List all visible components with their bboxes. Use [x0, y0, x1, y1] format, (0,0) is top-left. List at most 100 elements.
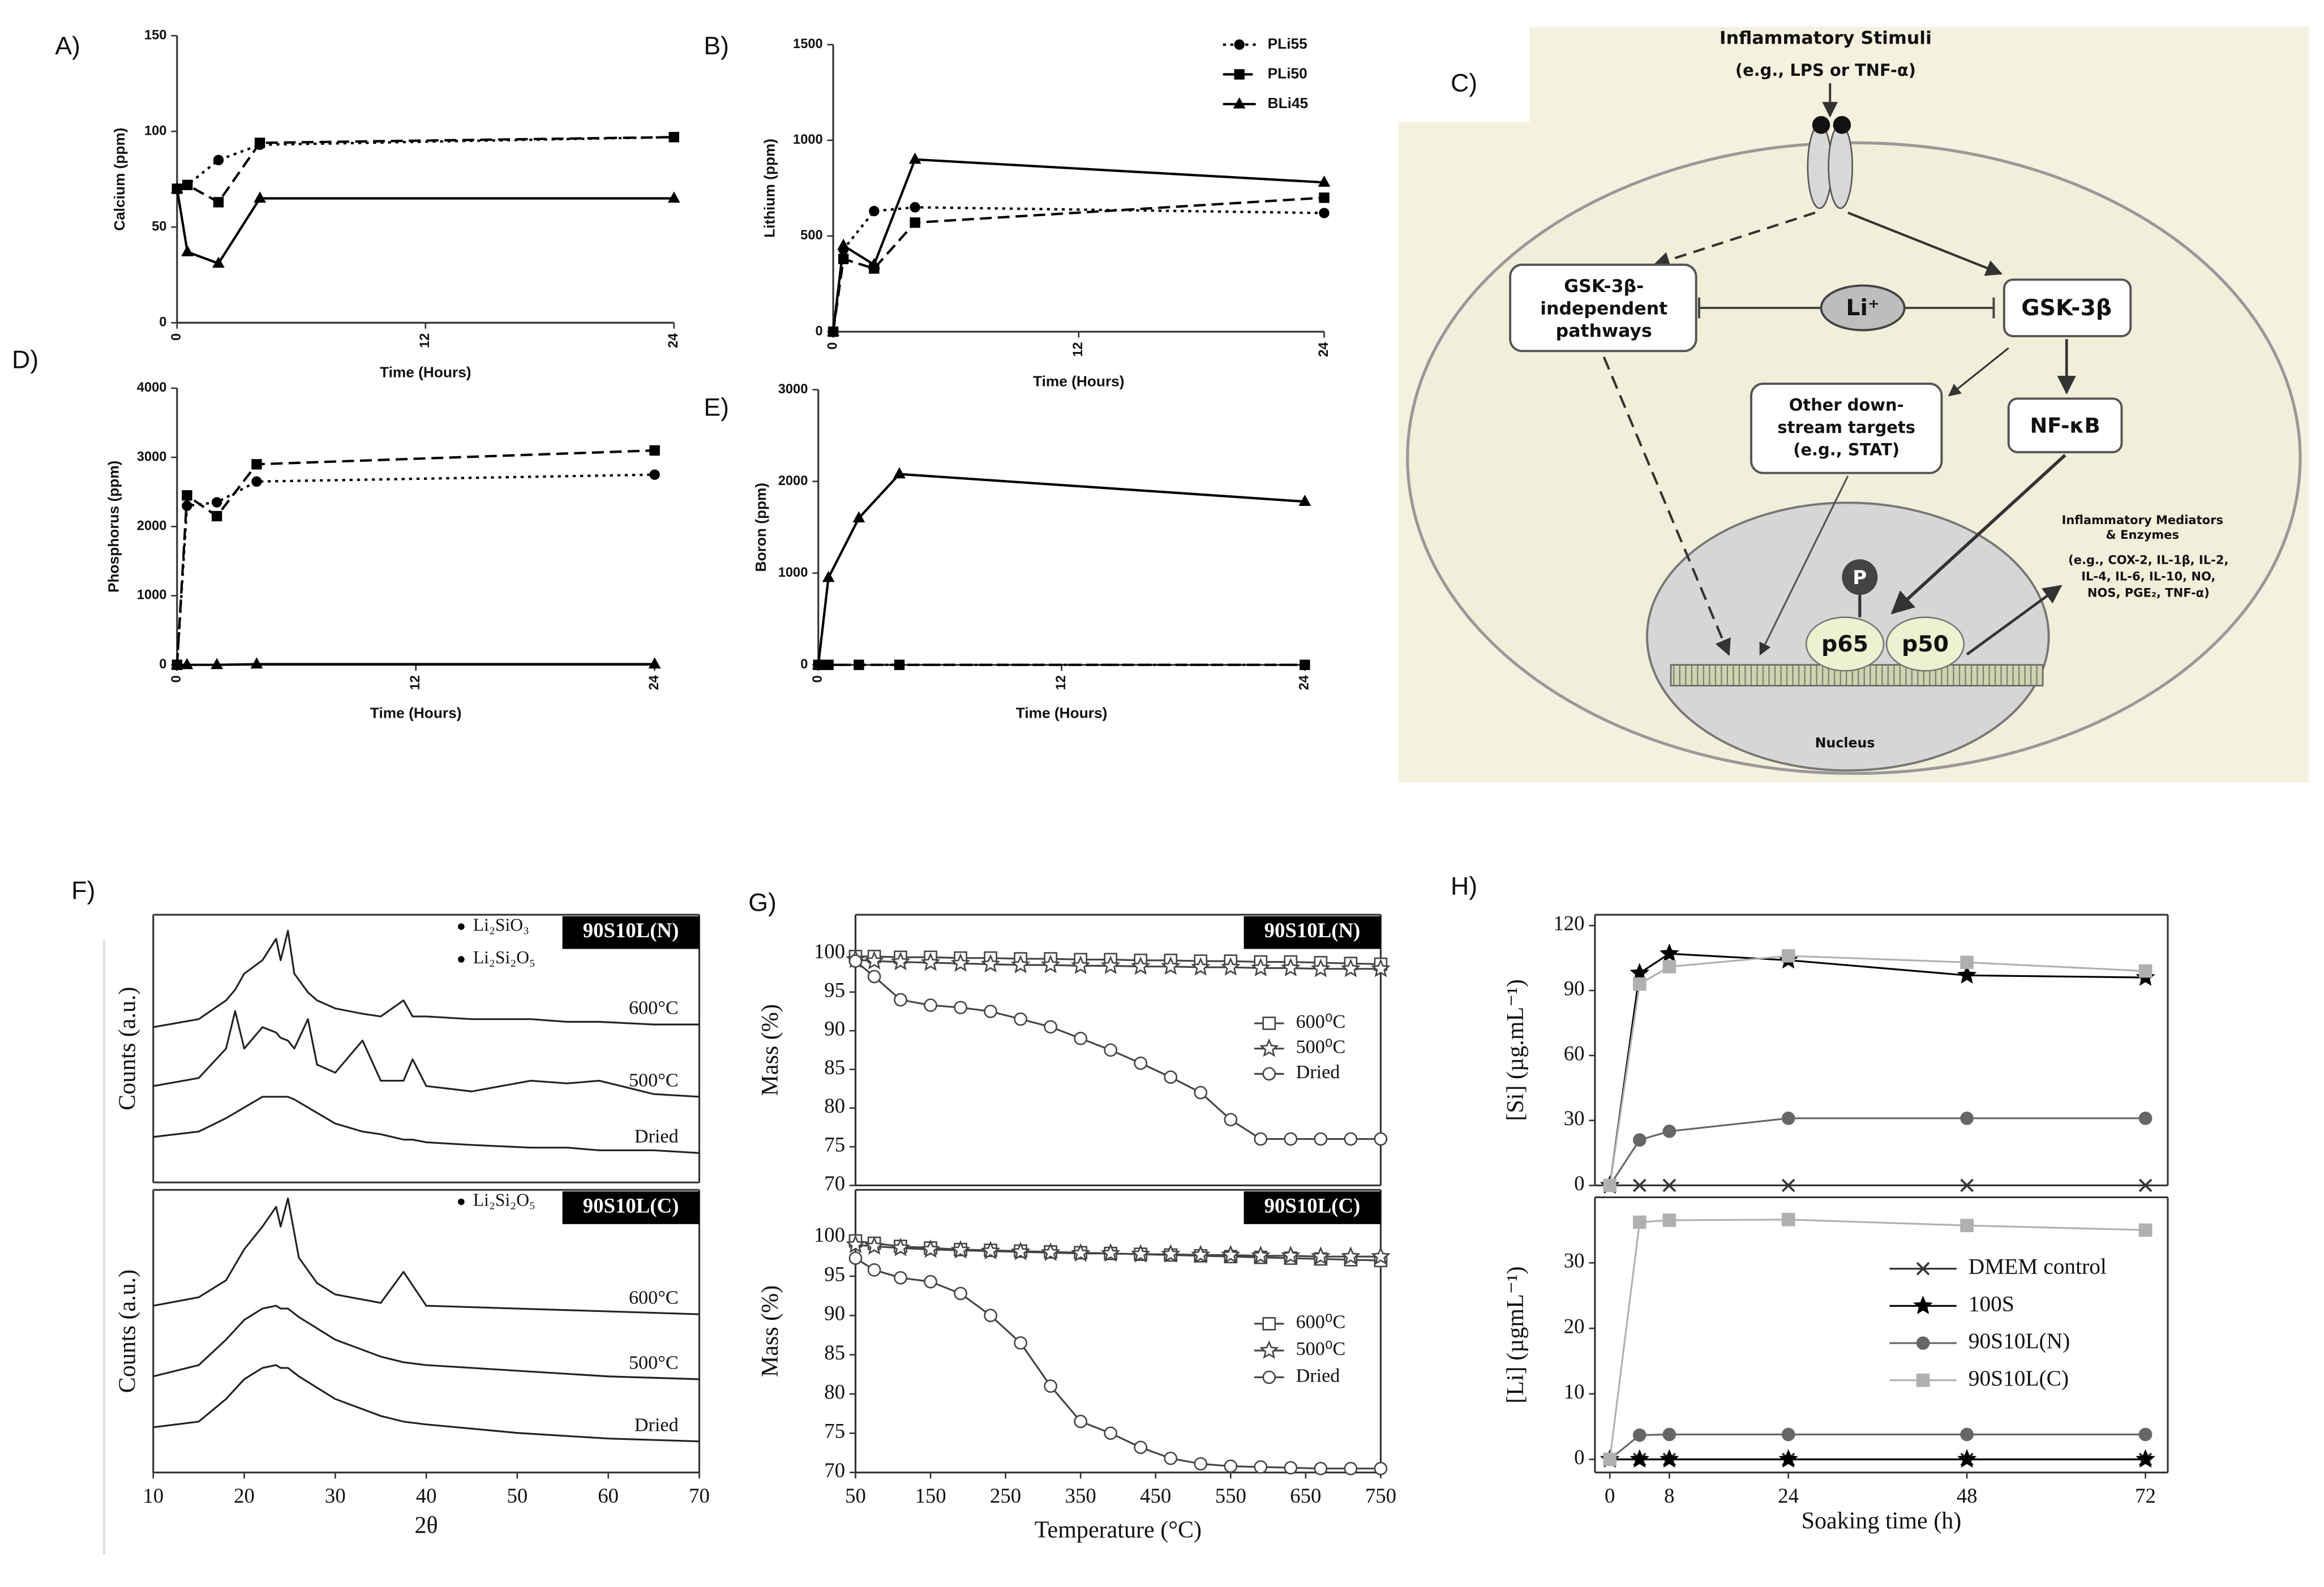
- x-tick-label: 24: [1317, 342, 1331, 357]
- y-tick-label: 3000: [137, 449, 167, 464]
- marker: [827, 324, 839, 336]
- marker: [182, 179, 193, 191]
- x-tick-label: 8: [1664, 1484, 1674, 1507]
- x-tick-label: 50: [507, 1484, 528, 1507]
- panel-label: C): [1451, 70, 1477, 97]
- y-axis-label: Calcium (ppm): [111, 127, 128, 230]
- y-axis-label: Mass (%): [757, 1004, 783, 1096]
- series-label: 600°C: [629, 1288, 679, 1309]
- marker: [251, 476, 262, 487]
- chart: 70 75 80 85 90 95 100 50 150 250 350 450 550 650 750 Ma…: [757, 1189, 1396, 1543]
- marker: [1344, 1461, 1358, 1476]
- legend-label: PLi55: [1268, 35, 1307, 52]
- marker: [1194, 1457, 1208, 1471]
- marker: [950, 953, 971, 972]
- marker: [211, 511, 222, 522]
- marker: [1074, 1414, 1088, 1429]
- panel-label: H): [1451, 873, 1477, 900]
- legend-label: BLi45: [1268, 95, 1309, 111]
- panel-label: D): [12, 346, 38, 374]
- y-tick-label: 30: [1564, 1106, 1585, 1130]
- marker: [1224, 1459, 1238, 1473]
- marker: [1960, 1178, 1974, 1193]
- y-tick-label: 100: [814, 940, 845, 963]
- marker: [1014, 1012, 1027, 1026]
- y-tick-label: 95: [824, 1262, 845, 1285]
- node-label: pathways: [1556, 321, 1652, 341]
- y-tick-label: 0: [800, 657, 808, 672]
- legend-marker: [1259, 1038, 1279, 1057]
- marker: [1010, 954, 1031, 973]
- marker: [2138, 1112, 2153, 1125]
- marker: [920, 1239, 941, 1258]
- marker: [1957, 965, 1977, 984]
- legend-marker: [1262, 1016, 1276, 1030]
- node-label: Li⁺: [1846, 295, 1879, 321]
- marker: [1319, 192, 1330, 203]
- legend-marker: [1916, 1336, 1930, 1350]
- marker: [1130, 956, 1151, 975]
- y-axis-label: [Li] (µgmL⁻¹): [1503, 1266, 1529, 1403]
- y-tick-label: 0: [1574, 1446, 1584, 1469]
- x-tick-label: 0: [1605, 1484, 1615, 1507]
- marker: [1630, 963, 1650, 982]
- node-label: independent: [1540, 299, 1667, 319]
- legend-marker: [1262, 1067, 1276, 1081]
- arrow: [1602, 356, 1731, 657]
- marker: [254, 138, 265, 148]
- marker: [950, 1240, 971, 1259]
- marker: [2136, 1449, 2155, 1468]
- marker: [812, 658, 825, 670]
- x-tick-label: 0: [169, 333, 184, 341]
- y-axis-label: Mass (%): [757, 1285, 783, 1377]
- y-tick-label: 70: [824, 1172, 845, 1195]
- marker: [924, 1275, 937, 1289]
- marker: [170, 658, 183, 670]
- mediator-label: Inflammatory Mediators: [2062, 513, 2223, 527]
- phase-dot: [458, 923, 465, 930]
- label-cutout: [1398, 27, 1530, 122]
- marker: [980, 1241, 1001, 1260]
- marker: [1104, 1426, 1118, 1440]
- legend-marker: [1262, 1317, 1276, 1331]
- marker: [1314, 1132, 1328, 1146]
- x-tick-label: 12: [1054, 675, 1069, 690]
- x-tick-label: 24: [1778, 1484, 1799, 1507]
- marker: [1960, 955, 1974, 970]
- series-label: 600°C: [629, 998, 679, 1019]
- marker: [867, 1263, 881, 1277]
- panel-label: B): [704, 32, 729, 60]
- chart: 0 10 20 30 0 8 24 48 72 [Li] (µgmL⁻¹) Soaking time…: [1503, 1196, 2169, 1534]
- phase-legend-label: Li₂SiO₃: [473, 915, 529, 934]
- y-axis-label: Counts (a.u.): [114, 987, 140, 1110]
- y-tick-label: 95: [824, 978, 845, 1001]
- y-axis-label: [Si] (µg.mL⁻¹): [1503, 979, 1529, 1121]
- marker: [1960, 1219, 1974, 1233]
- marker: [254, 191, 267, 203]
- marker: [848, 954, 863, 968]
- marker: [910, 217, 920, 228]
- node-label: (e.g., STAT): [1793, 440, 1899, 459]
- tag-box: [1244, 1191, 1381, 1224]
- marker: [1660, 1449, 1679, 1468]
- node-label: GSK-3β: [2021, 295, 2112, 321]
- marker: [1781, 1112, 1795, 1125]
- legend-label: 500⁰C: [1296, 1339, 1346, 1359]
- node-box: [1750, 383, 1943, 474]
- y-tick-label: 90: [824, 1017, 845, 1040]
- series-line: [175, 473, 655, 665]
- legend-label: DMEM control: [1969, 1254, 2107, 1279]
- marker: [1662, 1427, 1676, 1442]
- marker: [984, 1005, 997, 1018]
- marker: [1298, 495, 1311, 506]
- marker: [1160, 956, 1181, 975]
- y-tick-label: 100: [144, 123, 166, 138]
- x-tick-label: 24: [666, 333, 681, 348]
- marker: [1134, 1440, 1148, 1455]
- x-tick-label: 24: [1297, 675, 1312, 690]
- node-label: p50: [1902, 631, 1949, 657]
- marker: [1070, 1243, 1091, 1262]
- marker: [823, 659, 834, 670]
- phase-dot: [458, 956, 465, 963]
